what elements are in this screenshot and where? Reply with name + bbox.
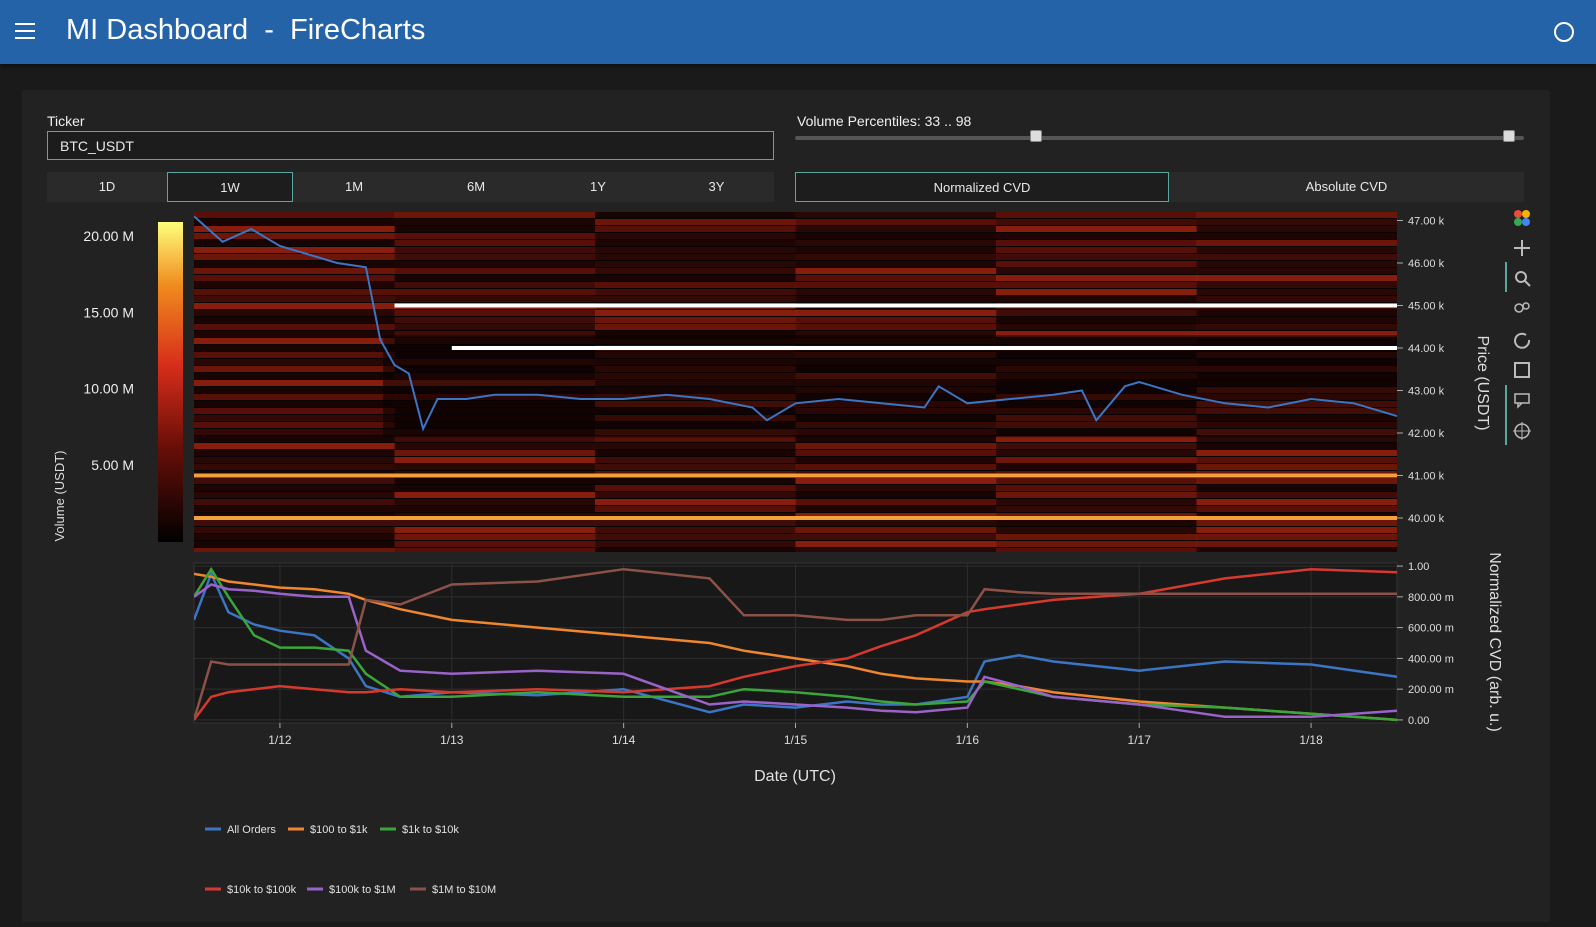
status-circle-icon[interactable] [1554, 22, 1574, 42]
timeframe-1w-button[interactable]: 1W [167, 172, 293, 202]
slider-handle-high[interactable] [1503, 130, 1516, 142]
timeframe-3y-button[interactable]: 3Y [708, 179, 725, 194]
hamburger-menu-icon[interactable] [15, 23, 35, 39]
timeframe-1m-button[interactable]: 1M [344, 179, 364, 194]
volume-percentiles-label: Volume Percentiles: 33 .. 98 [797, 113, 972, 129]
timeframe-6m-button[interactable]: 6M [466, 179, 486, 194]
normalized-cvd-button[interactable]: Normalized CVD [795, 172, 1169, 202]
volume-percentiles-slider[interactable] [795, 136, 1524, 140]
dashboard-panel [22, 90, 1550, 922]
app-title: MI Dashboard - FireCharts [66, 14, 426, 46]
app-header: MI Dashboard - FireCharts [0, 0, 1596, 64]
timeframe-1d-button[interactable]: 1D [98, 179, 116, 194]
absolute-cvd-button[interactable]: Absolute CVD [1305, 179, 1388, 194]
slider-handle-low[interactable] [1029, 130, 1042, 142]
ticker-label: Ticker [47, 113, 85, 129]
timeframe-1y-button[interactable]: 1Y [590, 179, 606, 194]
timeframe-selector: 1D 1W 1M 6M 1Y 3Y [47, 172, 774, 202]
ticker-input[interactable] [47, 131, 774, 160]
cvd-mode-selector: Normalized CVD Absolute CVD [795, 172, 1524, 202]
